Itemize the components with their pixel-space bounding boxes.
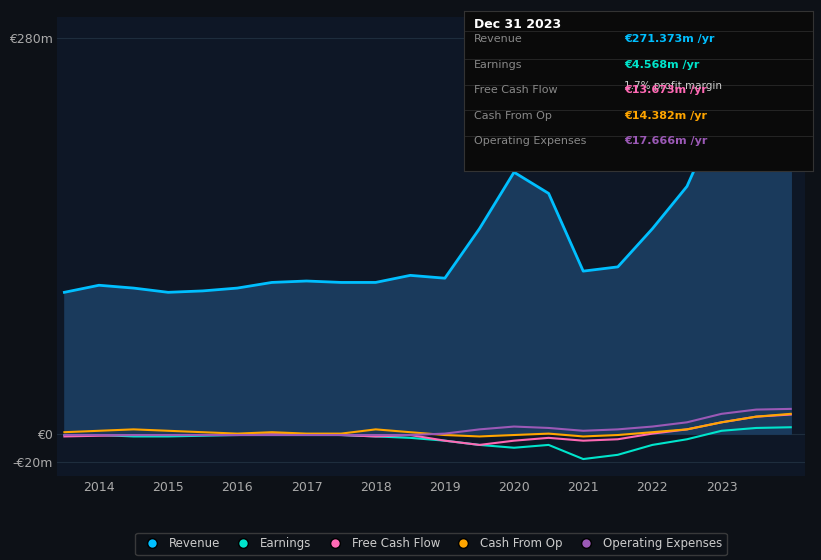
Text: Operating Expenses: Operating Expenses [475,137,587,147]
Text: 1.7% profit margin: 1.7% profit margin [624,81,722,91]
Text: Cash From Op: Cash From Op [475,111,553,121]
Text: €271.373m /yr: €271.373m /yr [624,34,715,44]
Legend: Revenue, Earnings, Free Cash Flow, Cash From Op, Operating Expenses: Revenue, Earnings, Free Cash Flow, Cash … [135,533,727,555]
Text: €14.382m /yr: €14.382m /yr [624,111,708,121]
Text: Dec 31 2023: Dec 31 2023 [475,18,562,31]
Text: €4.568m /yr: €4.568m /yr [624,60,699,70]
Text: €13.673m /yr: €13.673m /yr [624,86,707,95]
Text: Revenue: Revenue [475,34,523,44]
Text: Free Cash Flow: Free Cash Flow [475,86,558,95]
Text: Earnings: Earnings [475,60,523,70]
Text: €17.666m /yr: €17.666m /yr [624,137,708,147]
